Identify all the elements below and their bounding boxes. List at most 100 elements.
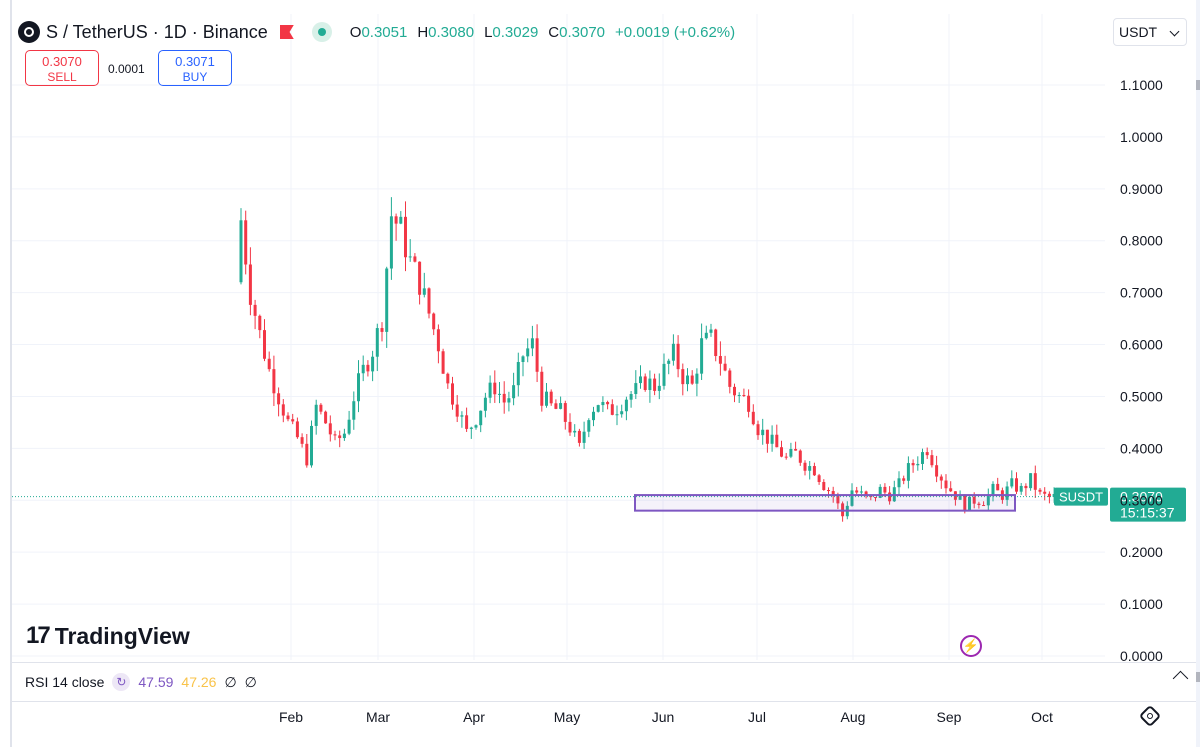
candle-body: [765, 429, 769, 444]
candle-body: [822, 482, 826, 491]
time-tick-label: Mar: [366, 709, 390, 725]
candle-body: [639, 376, 642, 384]
chevron-down-icon: [1169, 26, 1180, 37]
candle-body: [516, 362, 520, 386]
candle-body: [281, 404, 285, 416]
candle-body: [493, 382, 497, 395]
candle-body: [610, 404, 614, 415]
candle-body: [982, 505, 986, 507]
candle-body: [817, 475, 821, 483]
time-tick-label: Aug: [841, 709, 866, 725]
candle-body: [488, 382, 492, 398]
close-label: C: [548, 23, 560, 41]
candle-body: [723, 363, 727, 371]
candle-body: [371, 356, 375, 372]
candle-body: [789, 448, 793, 457]
candle-body: [888, 492, 892, 502]
candle-body: [314, 404, 318, 426]
left-border: [10, 0, 12, 747]
candle-body: [413, 256, 417, 262]
candle-body: [436, 329, 440, 352]
candle-body: [357, 373, 360, 402]
candle-body: [432, 313, 436, 330]
market-status-icon[interactable]: [311, 22, 332, 42]
candle-body: [310, 425, 313, 466]
buy-button[interactable]: 0.3071 BUY: [158, 50, 232, 86]
candle-body: [263, 330, 266, 359]
candle-body: [460, 415, 464, 417]
candle-body: [248, 264, 252, 305]
tradingview-logo[interactable]: 17 TradingView: [26, 622, 190, 650]
scrollbar-thumb-lower[interactable]: [1196, 672, 1200, 682]
symbol-title[interactable]: S / TetherUS · 1D · Binance: [46, 21, 268, 42]
candle-body: [968, 496, 971, 512]
tradingview-wordmark: TradingView: [54, 622, 190, 649]
open-label: O: [349, 23, 362, 41]
low-value: 0.3029: [492, 23, 539, 41]
candle-body: [620, 411, 624, 415]
sell-button[interactable]: 0.3070 SELL: [25, 50, 99, 86]
sell-label: SELL: [47, 70, 77, 84]
price-tick-label: 0.2000: [1120, 544, 1163, 560]
countdown-value: 15:15:37: [1120, 505, 1175, 521]
candle-body: [864, 491, 868, 495]
candle-body: [681, 369, 685, 385]
candle-body: [258, 315, 262, 331]
candle-body: [601, 402, 605, 406]
candle-body: [751, 411, 755, 425]
range-rectangle: [634, 494, 1016, 512]
candle-body: [474, 425, 478, 428]
ohlc-values: O0.3051 H0.3080 L0.3029 C0.3070 +0.0019 …: [350, 24, 735, 41]
right-scrollbar[interactable]: [1196, 0, 1200, 747]
rsi-pane[interactable]: RSI 14 close ↻ 47.59 47.26 ∅ ∅: [12, 662, 1196, 702]
candle-body: [784, 456, 788, 458]
time-axis: Feb Mar Apr May Jun Jul Aug Sep Oct: [279, 709, 1053, 725]
candle-body: [1010, 478, 1014, 487]
rsi-null-1: ∅: [224, 673, 237, 690]
candle-body: [977, 503, 981, 506]
candle-body: [1024, 485, 1028, 489]
sell-price: 0.3070: [42, 54, 82, 69]
price-tick-label: 0.3000: [1120, 492, 1163, 508]
open-value: 0.3051: [361, 23, 408, 41]
lightning-icon[interactable]: ⚡: [960, 635, 982, 657]
candle-body: [686, 375, 689, 385]
symbol-tag-label: SUSDT: [1059, 490, 1103, 505]
price-tick-label: 1.0000: [1120, 129, 1163, 145]
time-tick-label: Oct: [1031, 709, 1053, 725]
candle-body: [408, 256, 412, 258]
candle-body: [798, 450, 802, 463]
candle-body: [883, 486, 887, 493]
candle-body: [267, 358, 271, 370]
currency-label: USDT: [1119, 24, 1158, 40]
candle-body: [1029, 473, 1033, 489]
candle-body: [389, 216, 393, 269]
rsi-label[interactable]: RSI 14 close: [25, 674, 105, 690]
candle-body: [582, 431, 586, 443]
candle-body: [859, 491, 863, 493]
time-tick-label: Sep: [937, 709, 962, 725]
candle-body: [422, 288, 426, 295]
chevron-up-icon[interactable]: [1172, 670, 1189, 687]
low-label: L: [484, 23, 493, 41]
currency-selector[interactable]: USDT: [1113, 18, 1187, 46]
scrollbar-thumb[interactable]: [1196, 80, 1200, 90]
candle-body: [305, 443, 309, 466]
candle-body: [512, 385, 516, 399]
refresh-icon[interactable]: ↻: [112, 673, 131, 691]
buy-label: BUY: [182, 70, 208, 84]
candle-body: [441, 351, 445, 374]
candle-body: [925, 452, 929, 456]
candle-body: [549, 391, 553, 404]
candle-body: [530, 338, 534, 349]
chart-grid: [12, 14, 1105, 660]
price-tick-label: 0.5000: [1120, 388, 1163, 404]
candle-body: [380, 328, 384, 332]
candle-body: [563, 403, 567, 422]
spread-value: 0.0001: [108, 62, 145, 76]
candle-body: [333, 434, 337, 436]
candle-body: [986, 494, 990, 506]
flag-icon[interactable]: [279, 25, 294, 39]
